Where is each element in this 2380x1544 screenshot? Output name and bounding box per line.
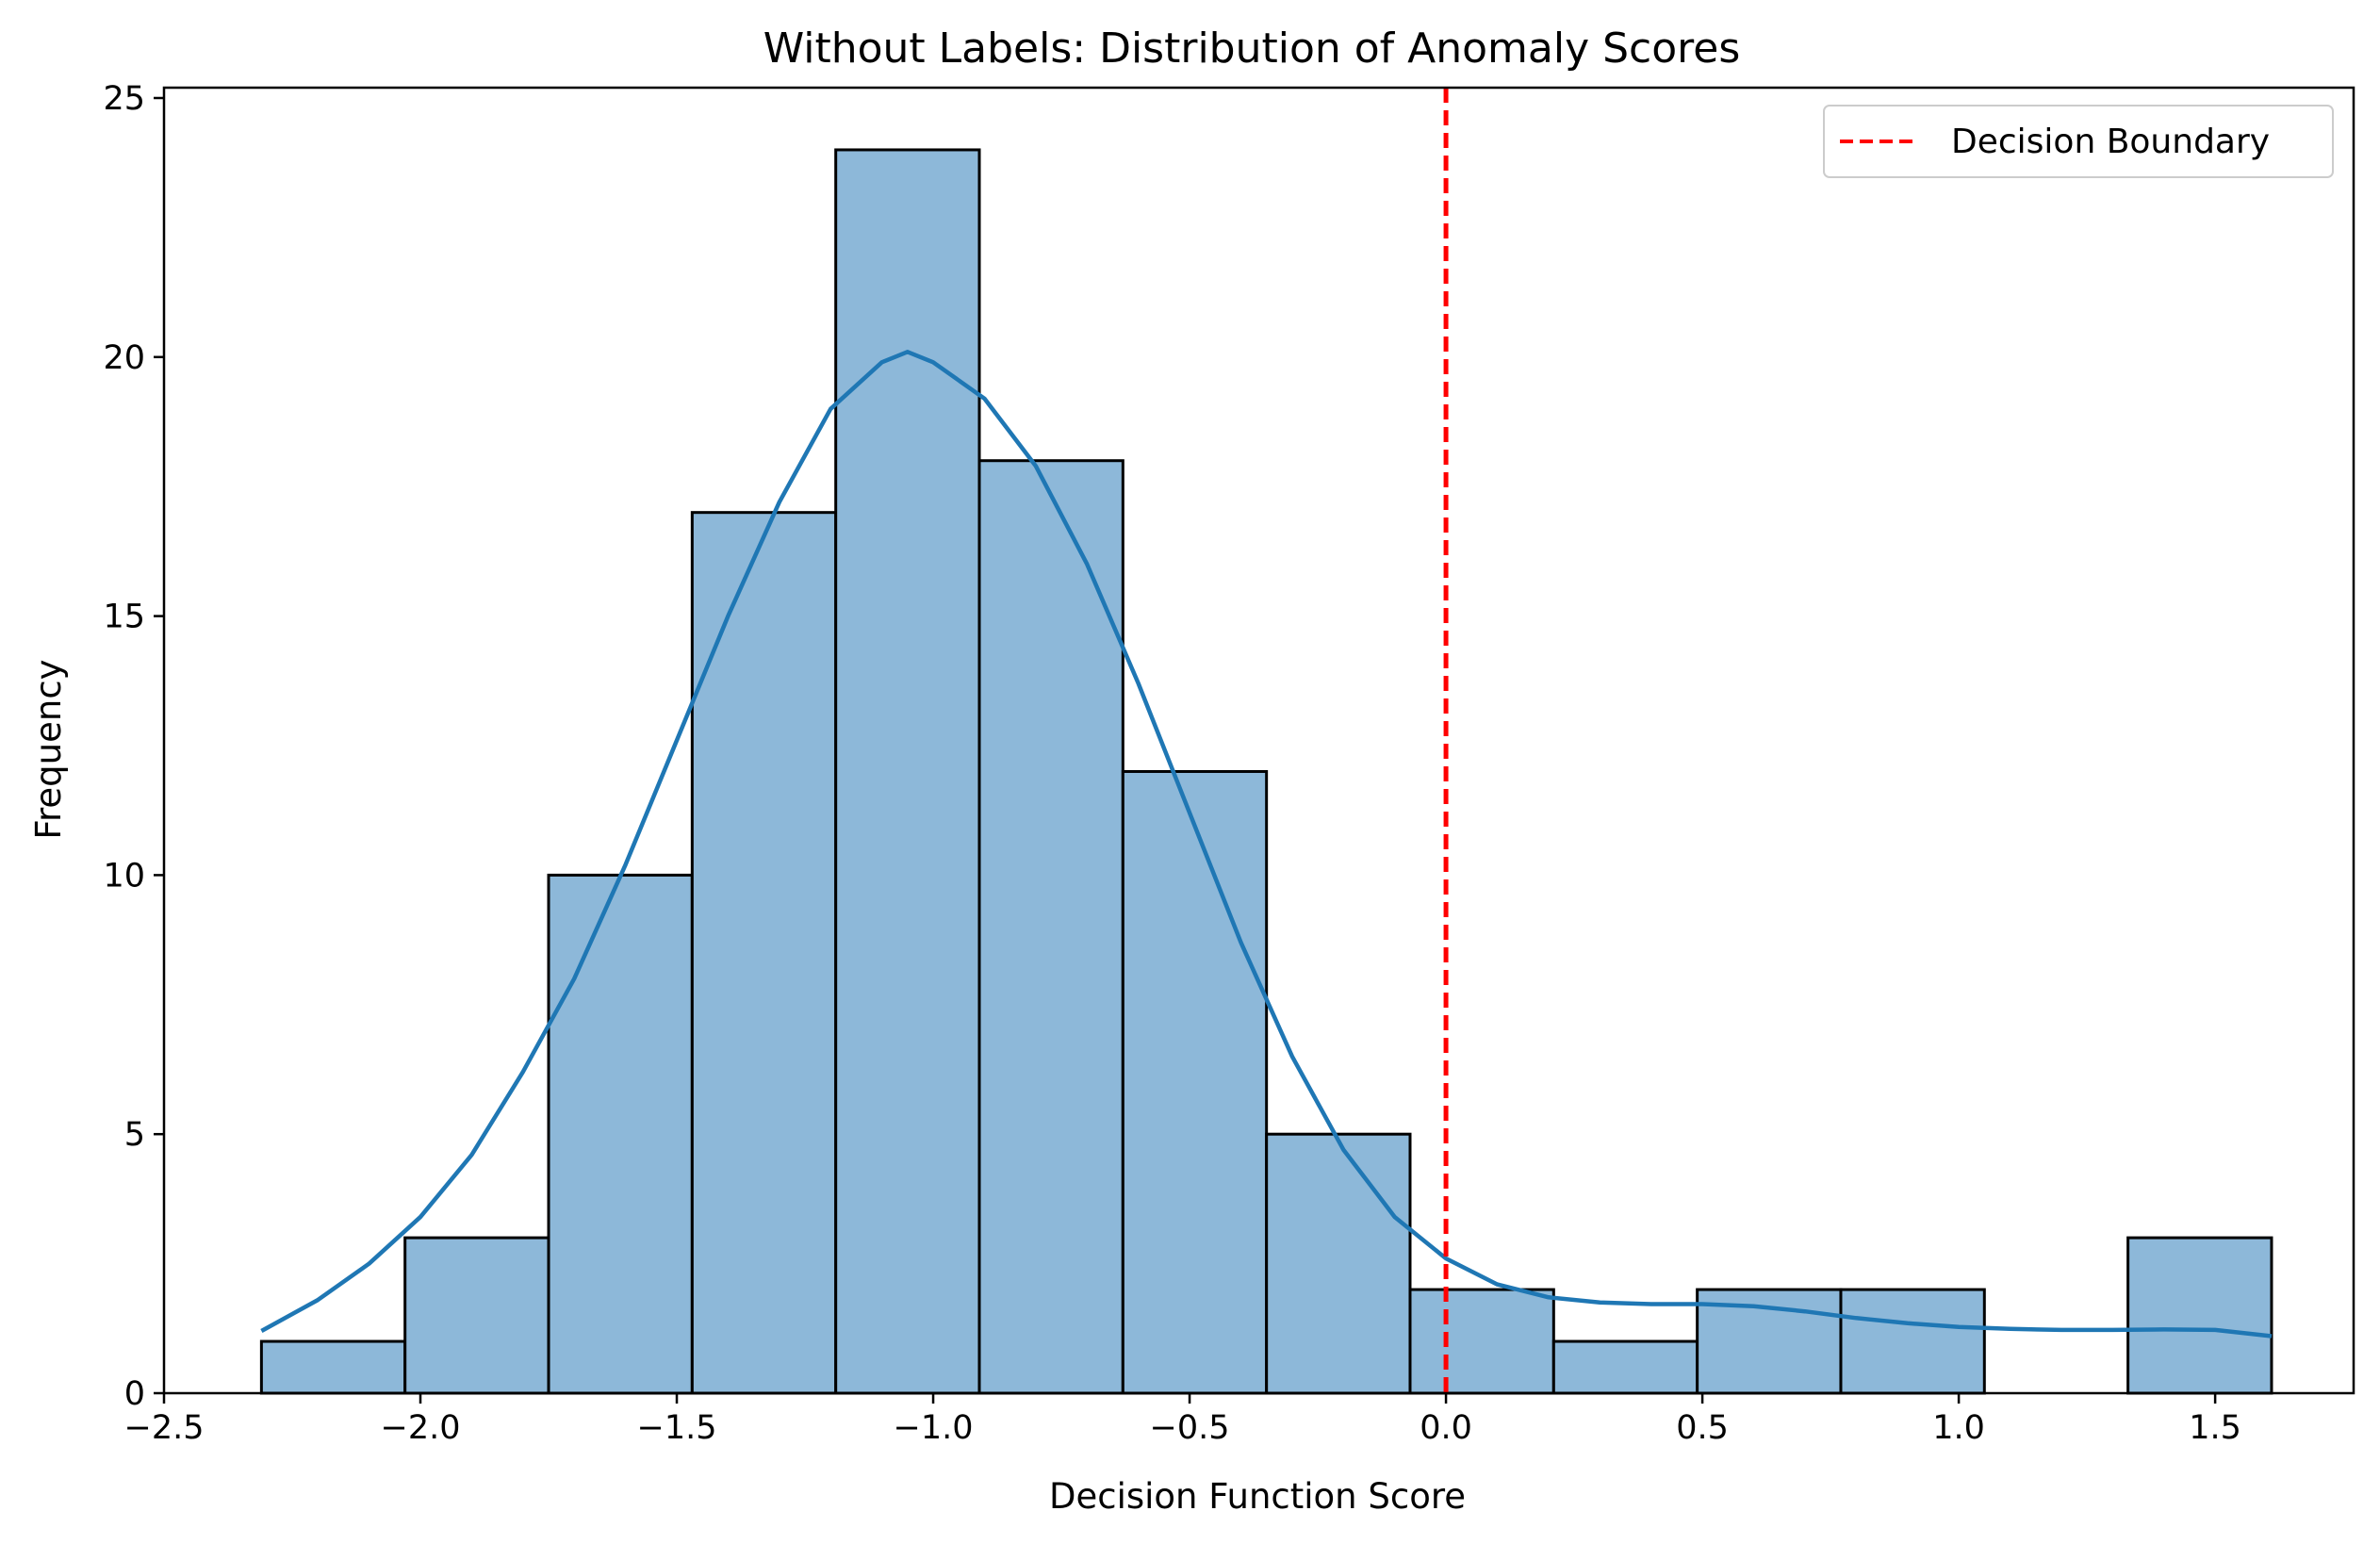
histogram-bar — [1551, 1339, 1699, 1395]
x-tick-label: −2.5 — [124, 1409, 205, 1447]
x-tick-label: 0.5 — [1676, 1409, 1729, 1447]
legend-box — [1823, 105, 2334, 178]
axes-group: −2.5 −2.0 −1.5 −1.0 −0.5 0.0 0.5 1.0 1.5 0 5 10 15 20… — [103, 80, 2355, 1447]
y-tick-label: 15 — [103, 599, 145, 636]
y-tick-label: 0 — [124, 1375, 145, 1413]
histogram-bar — [690, 511, 838, 1395]
x-axis-label: Decision Function Score — [1049, 1476, 1466, 1517]
x-tick-label: −2.0 — [381, 1409, 461, 1447]
kde-curve — [260, 350, 2273, 1339]
x-tick-label: 0.0 — [1420, 1409, 1472, 1447]
histogram-bar — [1408, 1288, 1555, 1395]
histogram-bar — [1265, 1132, 1412, 1395]
x-tick-label: −1.0 — [894, 1409, 974, 1447]
x-tick-label: 1.0 — [1932, 1409, 1985, 1447]
histogram-bar — [403, 1236, 550, 1395]
kde-curve-group — [260, 350, 2273, 1339]
x-tick-label: −1.5 — [637, 1409, 717, 1447]
x-tick-label: 1.5 — [2189, 1409, 2241, 1447]
y-tick-label: 10 — [103, 857, 145, 895]
histogram-bar — [547, 873, 694, 1395]
y-axis-label: Frequency — [28, 659, 69, 839]
chart-title: Without Labels: Distribution of Anomaly … — [763, 25, 1741, 73]
histogram-bar — [1839, 1288, 1986, 1395]
legend: Decision Boundary — [1823, 105, 2334, 178]
legend-label: Decision Boundary — [1951, 123, 2270, 161]
histogram-bar — [977, 459, 1124, 1395]
y-tick-label: 20 — [103, 339, 145, 377]
x-tick-label: −0.5 — [1150, 1409, 1230, 1447]
histogram-bars — [259, 148, 2273, 1395]
histogram-bar — [2126, 1236, 2273, 1395]
histogram-bar — [834, 148, 981, 1395]
histogram-bar — [259, 1339, 407, 1395]
histogram-bar — [1121, 769, 1269, 1395]
y-tick-label: 5 — [124, 1116, 145, 1154]
y-tick-label: 25 — [103, 80, 145, 118]
plot-frame — [162, 86, 2355, 1395]
